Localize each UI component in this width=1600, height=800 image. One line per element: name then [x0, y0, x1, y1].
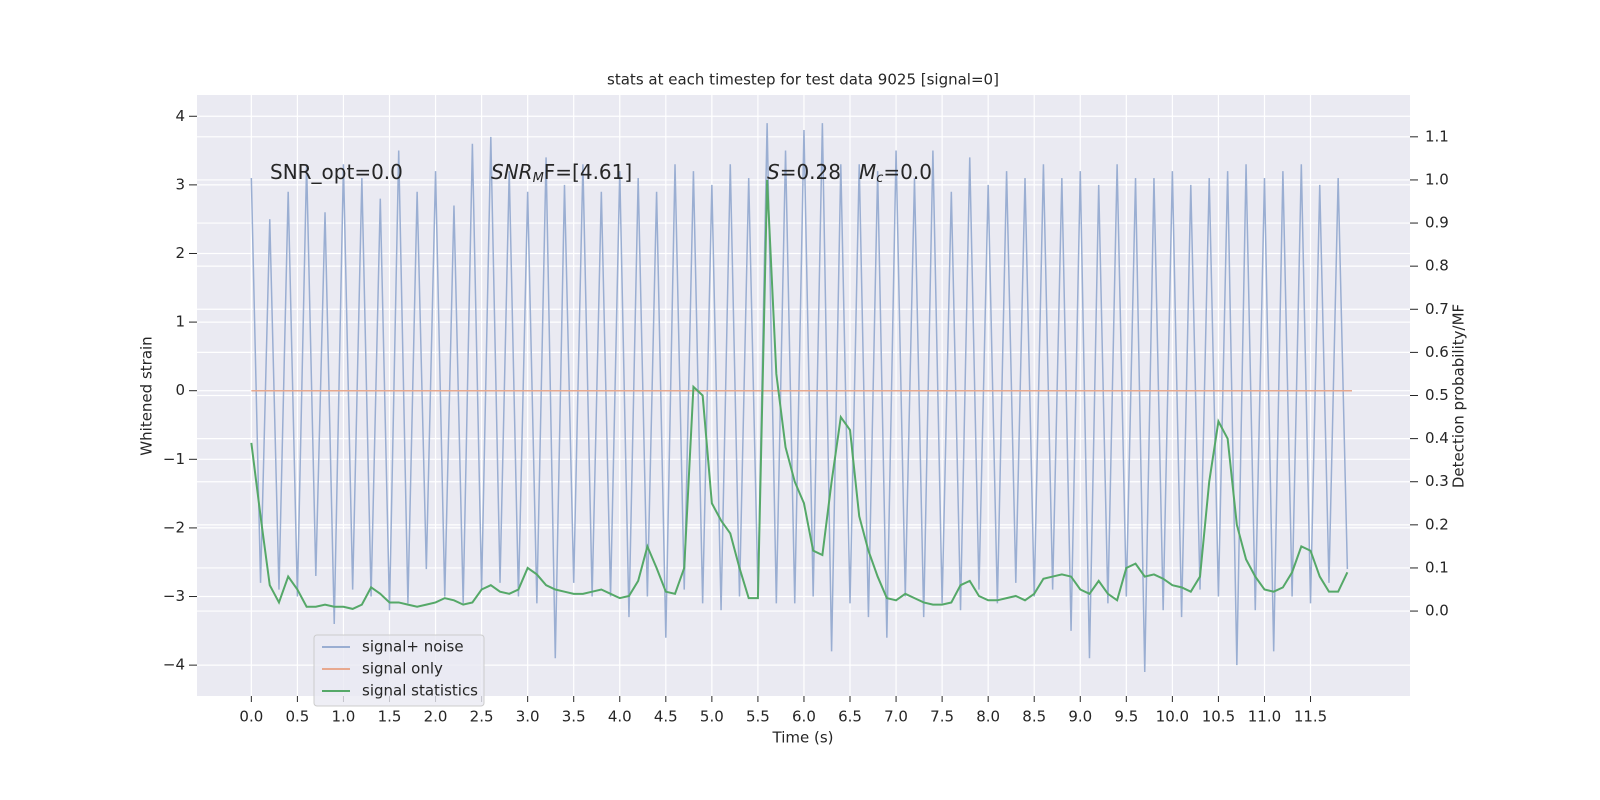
x-tick-label: 6.0	[792, 708, 816, 726]
x-tick-label: 4.0	[608, 708, 632, 726]
x-tick-label: 8.5	[1022, 708, 1046, 726]
annotation-part: M	[859, 160, 876, 184]
y2-tick-label: 0.6	[1425, 343, 1449, 361]
chart-title: stats at each timestep for test data 902…	[607, 71, 999, 89]
y2-tick-label: 0.3	[1425, 472, 1449, 490]
annotation-part: SNR_opt=0.0	[270, 160, 403, 184]
annotation-part: M	[533, 171, 544, 186]
x-tick-label: 11.5	[1294, 708, 1327, 726]
x-tick-label: 1.5	[378, 708, 402, 726]
annotation: Mc=0.0	[859, 160, 932, 186]
x-tick-label: 3.0	[516, 708, 540, 726]
annotation: SNRMF=[4.61]	[491, 160, 632, 186]
x-tick-label: 2.0	[424, 708, 448, 726]
y2-tick-label: 0.1	[1425, 558, 1449, 576]
legend-box	[313, 634, 485, 707]
y-tick-label: −3	[163, 587, 185, 605]
y-tick-label: 1	[175, 313, 185, 331]
y2-tick-label: 0.0	[1425, 602, 1449, 620]
y-tick-label: −1	[163, 450, 185, 468]
y-tick-label: 4	[175, 107, 185, 125]
annotation: S=0.28	[767, 160, 841, 184]
y2-tick-label: 0.8	[1425, 257, 1449, 275]
y-tick-label: 3	[175, 175, 185, 193]
annotation-part: =0.0	[883, 160, 932, 184]
x-tick-label: 1.0	[332, 708, 356, 726]
x-tick-label: 5.0	[700, 708, 724, 726]
y-tick-label: 2	[175, 244, 185, 262]
series-line	[250, 123, 1349, 673]
x-tick-label: 3.5	[562, 708, 586, 726]
y2-axis-label: Detection probability/MF	[1450, 304, 1468, 488]
y2-tick-label: 0.7	[1425, 300, 1449, 318]
x-tick-label: 9.5	[1114, 708, 1138, 726]
x-tick-label: 11.0	[1248, 708, 1281, 726]
annotation-part: c	[876, 171, 883, 186]
annotation-part: S	[767, 160, 780, 184]
x-tick-label: 5.5	[746, 708, 770, 726]
x-tick-label: 7.5	[930, 708, 954, 726]
annotation: SNR_opt=0.0	[270, 160, 403, 184]
x-tick-label: 9.0	[1068, 708, 1092, 726]
x-tick-label: 6.5	[838, 708, 862, 726]
x-tick-label: 10.0	[1156, 708, 1189, 726]
annotation-part: SNR	[491, 160, 533, 184]
legend-label: signal only	[362, 660, 443, 678]
x-tick-label: 10.5	[1202, 708, 1235, 726]
x-tick-label: 0.0	[239, 708, 263, 726]
y2-tick-label: 1.1	[1425, 127, 1449, 145]
y2-tick-label: 0.9	[1425, 214, 1449, 232]
x-tick-label: 8.0	[976, 708, 1000, 726]
y-tick-label: −2	[163, 518, 185, 536]
y2-tick-label: 1.0	[1425, 170, 1449, 188]
series-line	[250, 179, 1349, 610]
y2-tick-label: 0.2	[1425, 515, 1449, 533]
annotation-part: =0.28	[780, 160, 841, 184]
y2-tick-label: 0.5	[1425, 386, 1449, 404]
x-tick-label: 2.5	[470, 708, 494, 726]
y-axis-label: Whitened strain	[138, 336, 156, 455]
y-tick-label: −4	[163, 656, 185, 674]
x-tick-label: 4.5	[654, 708, 678, 726]
x-axis-label: Time (s)	[772, 729, 834, 747]
y-tick-label: 0	[175, 381, 185, 399]
annotation-part: F=[4.61]	[544, 160, 632, 184]
legend-label: signal statistics	[362, 682, 478, 700]
x-tick-label: 0.5	[285, 708, 309, 726]
y2-tick-label: 0.4	[1425, 429, 1449, 447]
legend-label: signal+ noise	[362, 638, 464, 656]
x-tick-label: 7.0	[884, 708, 908, 726]
